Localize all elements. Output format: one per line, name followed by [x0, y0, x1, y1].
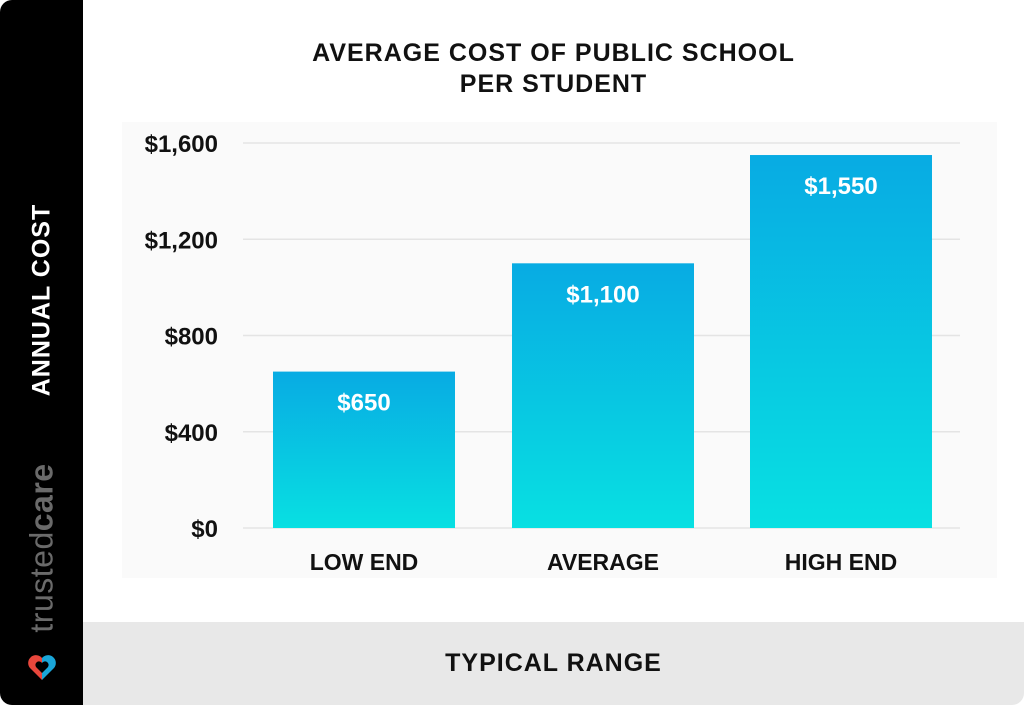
brand-part-2: care: [23, 463, 60, 532]
x-category-label: LOW END: [310, 549, 419, 575]
chart-title-line-2: PER STUDENT: [459, 70, 648, 98]
chart-title: AVERAGE COST OF PUBLIC SCHOOL PER STUDEN…: [83, 38, 1024, 100]
y-tick-label: $1,600: [145, 131, 218, 158]
sidebar: ANNUAL COST trustedcare: [0, 0, 83, 705]
bar-chart: $0$400$800$1,200$1,600 $650$1,100$1,550 …: [145, 131, 960, 575]
bar: [750, 155, 932, 528]
bar-value-label: $650: [337, 390, 390, 417]
y-tick-label: $1,200: [145, 227, 218, 254]
brand-wordmark: trustedcare: [24, 463, 61, 632]
y-tick-label: $0: [191, 516, 218, 543]
x-axis-title: TYPICAL RANGE: [445, 649, 662, 677]
x-axis-footer: TYPICAL RANGE: [83, 622, 1024, 705]
bar-value-label: $1,100: [566, 281, 639, 308]
bar-value-label: $1,550: [804, 173, 877, 200]
bar: [512, 263, 694, 528]
brand-part-1: trusted: [23, 531, 60, 633]
y-tick-label: $800: [165, 324, 218, 351]
brand-logo-icon: [28, 655, 56, 680]
x-category-label: AVERAGE: [547, 549, 659, 575]
x-category-label: HIGH END: [785, 549, 897, 575]
bar: [273, 371, 455, 528]
chart-title-line-1: AVERAGE COST OF PUBLIC SCHOOL: [312, 39, 795, 67]
y-tick-label: $400: [165, 420, 218, 447]
y-axis-title: ANNUAL COST: [27, 203, 56, 397]
